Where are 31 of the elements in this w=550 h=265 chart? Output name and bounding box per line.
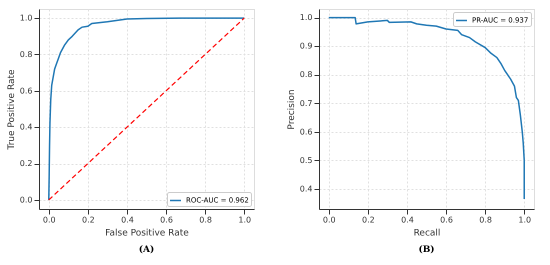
y-tick-label: 1.0 xyxy=(300,13,312,22)
x-tick-label: 0.2 xyxy=(362,216,375,224)
x-axis-title: Recall xyxy=(414,228,440,238)
y-tick-label: 1.0 xyxy=(20,14,32,23)
x-tick-label: 0.4 xyxy=(401,216,414,224)
x-tick-label: 0.6 xyxy=(160,216,173,224)
x-tick-label: 0.4 xyxy=(121,216,134,224)
x-tick-label: 0.6 xyxy=(440,216,453,224)
x-axis-title: False Positive Rate xyxy=(105,228,190,238)
x-tick-label: 1.0 xyxy=(238,216,252,224)
y-axis-title: True Positive Rate xyxy=(6,68,17,151)
text: (B) xyxy=(418,245,435,255)
x-tick-label: 0.8 xyxy=(479,216,492,224)
y-tick-label: 0.8 xyxy=(300,70,312,80)
y-tick-label: 0.5 xyxy=(300,156,312,165)
y-tick-label: 0.6 xyxy=(300,127,312,136)
y-tick-label: 0.4 xyxy=(20,122,32,132)
y-tick-label: 0.7 xyxy=(300,98,312,108)
y-tick-label: 0.6 xyxy=(20,86,32,96)
y-tick-label: 0.8 xyxy=(20,50,32,59)
y-tick-label: 0.2 xyxy=(20,159,32,168)
x-tick-label: 0.0 xyxy=(322,216,336,224)
y-tick-label: 0.0 xyxy=(20,195,32,204)
x-tick-label: 0.2 xyxy=(82,216,95,224)
x-tick-label: 1.0 xyxy=(518,216,532,224)
text: (A) xyxy=(138,245,154,255)
x-tick-label: 0.8 xyxy=(199,216,212,224)
y-tick-label: 0.9 xyxy=(300,42,312,51)
y-tick-label: 0.4 xyxy=(300,184,312,194)
x-tick-label: 0.0 xyxy=(42,216,56,224)
y-axis-title: Precision xyxy=(286,89,297,130)
